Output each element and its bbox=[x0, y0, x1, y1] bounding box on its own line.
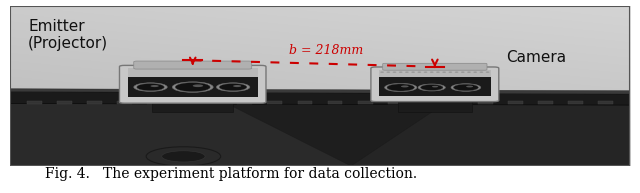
Circle shape bbox=[474, 72, 477, 73]
Circle shape bbox=[486, 72, 490, 73]
Circle shape bbox=[418, 84, 445, 91]
Bar bbox=[27, 101, 42, 104]
Circle shape bbox=[436, 72, 440, 73]
Bar bbox=[152, 100, 233, 112]
Bar bbox=[127, 68, 258, 77]
Bar bbox=[207, 101, 222, 104]
Bar bbox=[10, 103, 630, 166]
FancyBboxPatch shape bbox=[120, 65, 266, 103]
Circle shape bbox=[401, 85, 408, 87]
Bar bbox=[127, 77, 258, 97]
Circle shape bbox=[150, 85, 159, 87]
Ellipse shape bbox=[146, 147, 221, 166]
Bar bbox=[358, 101, 372, 104]
Bar bbox=[57, 101, 72, 104]
Circle shape bbox=[454, 84, 478, 91]
Bar bbox=[177, 101, 192, 104]
Bar bbox=[397, 97, 472, 112]
Circle shape bbox=[461, 72, 465, 73]
Circle shape bbox=[399, 72, 403, 73]
Bar bbox=[177, 90, 208, 103]
Circle shape bbox=[466, 86, 473, 87]
Bar bbox=[379, 69, 491, 77]
Circle shape bbox=[467, 72, 471, 73]
Circle shape bbox=[380, 72, 384, 73]
Text: b = 218mm: b = 218mm bbox=[289, 44, 364, 57]
Bar bbox=[568, 101, 583, 104]
Circle shape bbox=[233, 85, 241, 87]
Text: Emitter
(Projector): Emitter (Projector) bbox=[28, 19, 108, 51]
Polygon shape bbox=[10, 103, 351, 166]
Polygon shape bbox=[10, 89, 630, 94]
Circle shape bbox=[479, 72, 483, 73]
Bar bbox=[478, 101, 493, 104]
Circle shape bbox=[420, 85, 443, 90]
Circle shape bbox=[412, 72, 415, 73]
Polygon shape bbox=[351, 103, 630, 166]
Circle shape bbox=[220, 84, 247, 91]
Circle shape bbox=[385, 83, 417, 92]
Bar bbox=[418, 101, 433, 104]
FancyBboxPatch shape bbox=[383, 63, 487, 70]
Circle shape bbox=[193, 84, 203, 87]
Circle shape bbox=[417, 72, 421, 73]
Ellipse shape bbox=[162, 151, 205, 162]
Circle shape bbox=[424, 72, 428, 73]
Polygon shape bbox=[10, 91, 630, 105]
Circle shape bbox=[392, 72, 396, 73]
Bar bbox=[388, 101, 403, 104]
Bar bbox=[87, 101, 102, 104]
Circle shape bbox=[430, 72, 434, 73]
Bar bbox=[147, 101, 162, 104]
Bar bbox=[598, 101, 613, 104]
Circle shape bbox=[454, 72, 458, 73]
Text: Fig. 4.   The experiment platform for data collection.: Fig. 4. The experiment platform for data… bbox=[45, 167, 417, 181]
Circle shape bbox=[405, 72, 409, 73]
FancyBboxPatch shape bbox=[134, 61, 252, 69]
Bar bbox=[448, 101, 463, 104]
Circle shape bbox=[216, 83, 250, 91]
Circle shape bbox=[451, 84, 481, 91]
Circle shape bbox=[175, 83, 210, 92]
Bar bbox=[379, 77, 491, 96]
Bar bbox=[419, 90, 451, 101]
FancyBboxPatch shape bbox=[371, 67, 499, 102]
Circle shape bbox=[134, 83, 167, 91]
Circle shape bbox=[449, 72, 452, 73]
Bar bbox=[237, 101, 252, 104]
Bar bbox=[328, 101, 342, 104]
Circle shape bbox=[137, 84, 164, 91]
Bar bbox=[298, 101, 312, 104]
Circle shape bbox=[432, 86, 438, 87]
Bar bbox=[508, 101, 523, 104]
Text: Camera: Camera bbox=[506, 50, 566, 64]
Circle shape bbox=[387, 72, 390, 73]
Bar bbox=[268, 101, 282, 104]
Bar bbox=[117, 101, 132, 104]
Circle shape bbox=[387, 84, 414, 91]
Circle shape bbox=[172, 82, 213, 92]
Bar bbox=[538, 101, 553, 104]
Circle shape bbox=[442, 72, 446, 73]
